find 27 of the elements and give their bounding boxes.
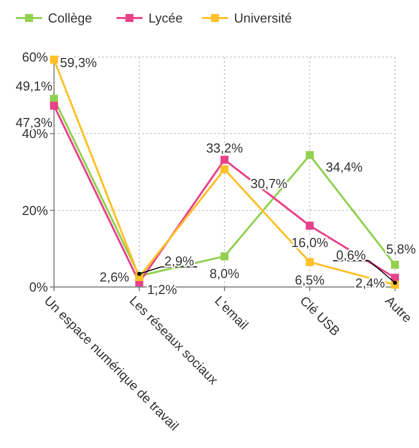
legend-label: Lycée: [148, 10, 183, 26]
data-label: 59,3%: [60, 55, 98, 70]
data-label: 8,0%: [210, 266, 240, 281]
data-label: 16,0%: [291, 235, 329, 250]
data-label: 6,5%: [294, 272, 325, 288]
point: [220, 252, 228, 260]
y-tick-label: 0%: [29, 280, 48, 295]
legend-label: Université: [234, 10, 292, 26]
data-label: 2,6%: [100, 270, 130, 285]
data-label: 47,3%: [16, 115, 53, 130]
point: [306, 258, 314, 266]
point: [220, 165, 228, 174]
y-tick-label: 60%: [22, 50, 48, 65]
legend-label: Collège: [48, 10, 92, 26]
data-label: 34,4%: [326, 160, 364, 175]
data-label: 2,4%: [355, 275, 386, 290]
data-label: 33,2%: [206, 140, 244, 156]
point: [306, 222, 314, 230]
point: [220, 156, 228, 164]
point: [50, 102, 58, 110]
data-label: 2,9%: [164, 253, 194, 268]
point: [50, 56, 58, 64]
point: [391, 260, 399, 269]
point: [306, 151, 314, 160]
data-label: 49,1%: [16, 78, 53, 94]
data-label: 5,8%: [386, 241, 416, 256]
y-tick-label: 20%: [22, 202, 48, 218]
